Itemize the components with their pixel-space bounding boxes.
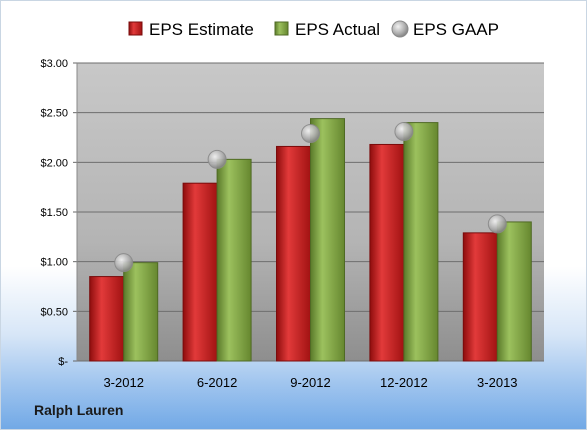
- eps-gaap-marker: [301, 124, 320, 144]
- eps-estimate-bar: [276, 145, 311, 362]
- eps-actual-bar: [403, 122, 439, 362]
- eps-estimate-bar: [182, 182, 218, 362]
- eps-gaap-marker: [207, 149, 227, 169]
- eps-actual-bar: [310, 118, 345, 362]
- eps-gaap-marker: [114, 253, 134, 273]
- legend-label: EPS Actual: [295, 20, 380, 39]
- company-name: Ralph Lauren: [34, 402, 124, 418]
- x-tick-label: 9-2012: [290, 375, 330, 390]
- y-tick-label: $2.50: [40, 108, 68, 120]
- legend: EPS Estimate EPS Actual EPS GAAP: [128, 20, 499, 39]
- y-tick-label: $2.00: [40, 157, 68, 169]
- legend-label: EPS GAAP: [413, 20, 499, 39]
- legend-item: EPS Actual: [274, 20, 380, 39]
- eps-estimate-bar: [369, 143, 405, 362]
- eps-gaap-marker: [394, 122, 414, 142]
- x-tick-label: 3-2012: [103, 375, 143, 390]
- legend-item: EPS Estimate: [128, 20, 254, 39]
- bars: [89, 118, 532, 362]
- eps-estimate-bar: [89, 276, 125, 362]
- x-axis: 3-2012 6-2012 9-2012 12-2012 3-2013: [103, 375, 517, 390]
- y-axis: $- $0.50 $1.00 $1.50 $2.00 $2.50 $3.00: [40, 58, 78, 368]
- eps-gaap-marker: [487, 214, 507, 234]
- gaap-markers: [114, 122, 507, 273]
- legend-label: EPS Estimate: [149, 20, 254, 39]
- y-tick-label: $1.50: [40, 207, 68, 219]
- eps-actual-bar: [216, 158, 252, 362]
- x-tick-label: 6-2012: [197, 375, 237, 390]
- legend-swatch: [391, 20, 409, 38]
- eps-actual-bar: [123, 262, 159, 362]
- y-tick-label: $1.00: [40, 257, 68, 269]
- x-tick-label: 3-2013: [477, 375, 517, 390]
- eps-actual-bar: [496, 221, 532, 362]
- eps-estimate-bar: [462, 232, 498, 362]
- y-tick-label: $3.00: [40, 58, 68, 70]
- x-tick-label: 12-2012: [380, 375, 428, 390]
- legend-swatch: [128, 21, 143, 36]
- legend-swatch: [274, 21, 289, 36]
- y-tick-label: $-: [58, 356, 68, 368]
- y-tick-label: $0.50: [40, 306, 68, 318]
- legend-item: EPS GAAP: [391, 20, 499, 39]
